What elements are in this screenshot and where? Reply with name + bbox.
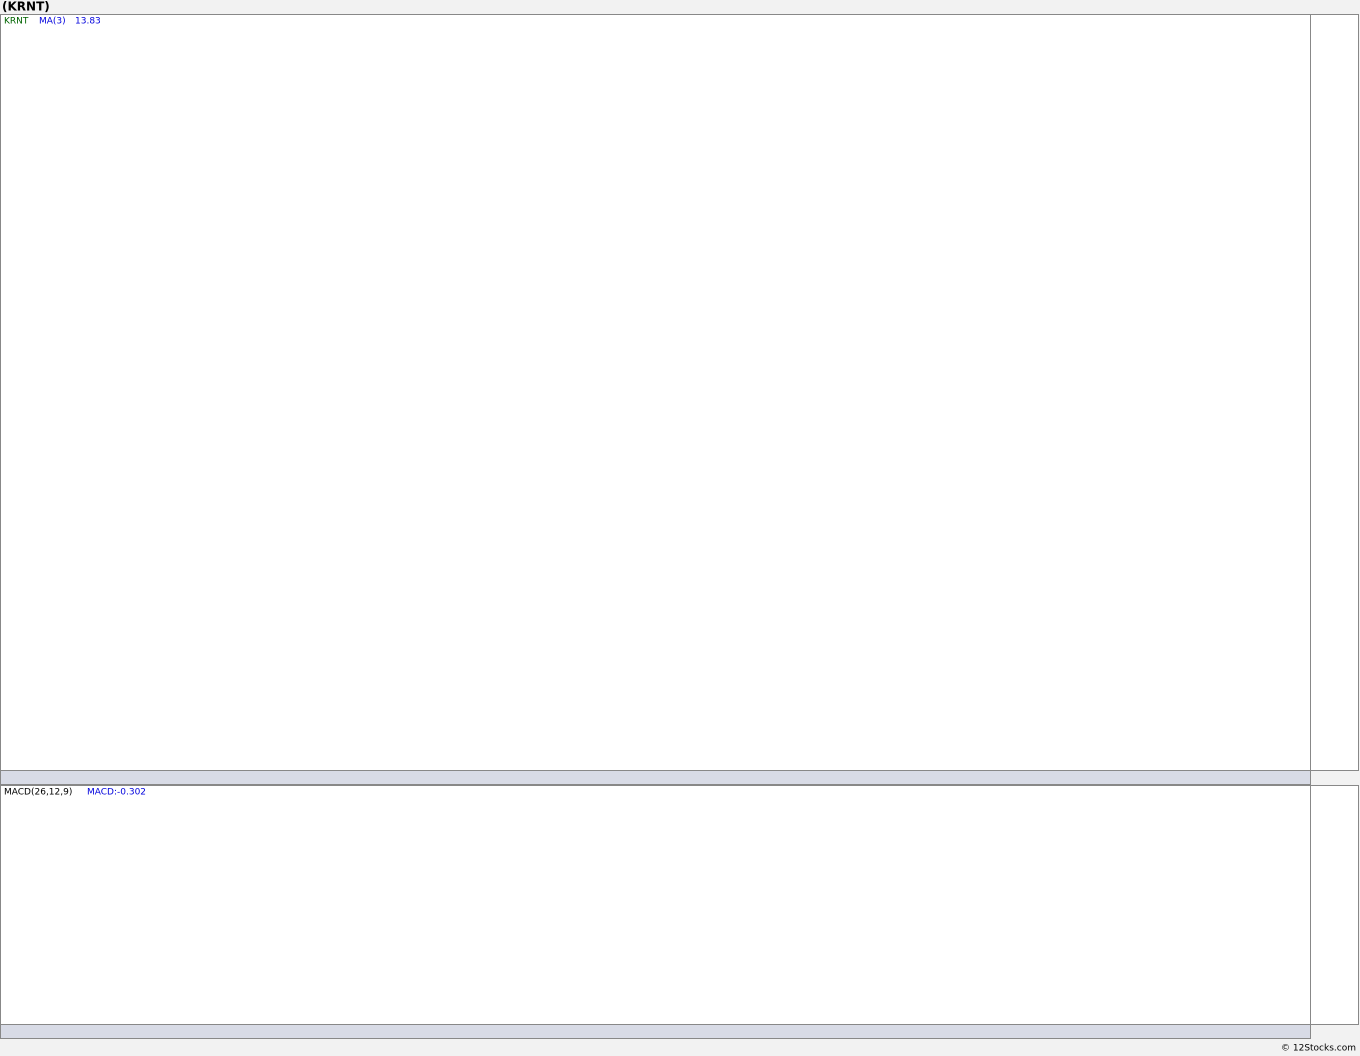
labels: KRNT MA(3) 13.83 MACD(26,12,9) MACD:-0.3… xyxy=(4,17,1356,1054)
price-panel xyxy=(0,14,1311,771)
price-axis xyxy=(1310,14,1359,771)
macd-value: MACD:-0.302 xyxy=(87,788,146,798)
ma-value: 13.83 xyxy=(75,17,101,27)
ma-legend: MA(3) xyxy=(39,17,66,27)
macd-axis xyxy=(1310,785,1359,1025)
footer: © 12Stocks.com xyxy=(1281,1044,1356,1054)
month-strip xyxy=(0,770,1311,785)
macd-legend: MACD(26,12,9) xyxy=(4,788,72,798)
ticker-legend: KRNT xyxy=(4,17,29,27)
month-strip xyxy=(0,1024,1311,1039)
macd-panel xyxy=(0,785,1311,1025)
page-title: (KRNT) xyxy=(2,0,50,14)
